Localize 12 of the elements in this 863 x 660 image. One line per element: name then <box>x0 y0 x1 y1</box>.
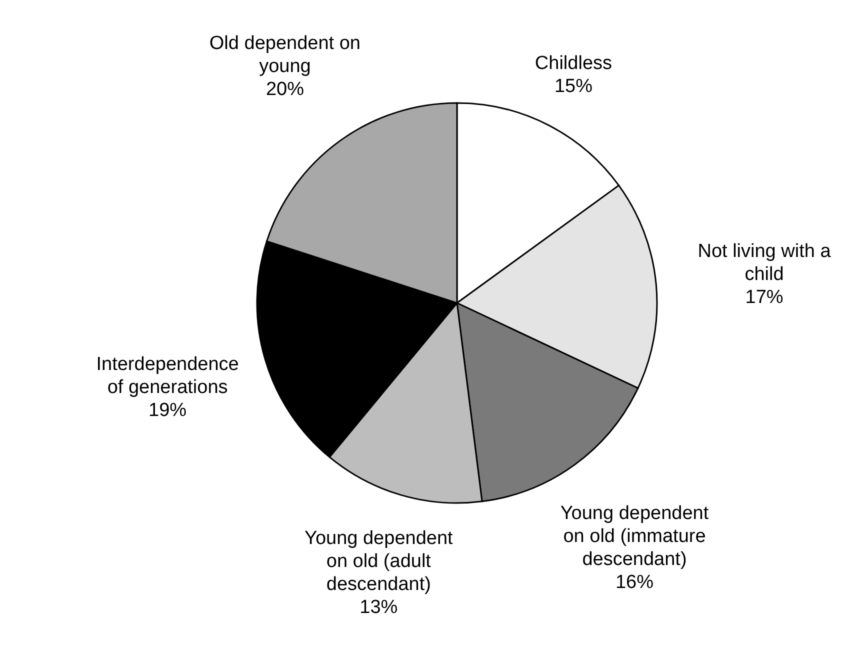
data-label: 19% <box>148 400 187 421</box>
slice-label: Old dependent on young <box>209 32 360 77</box>
slice-label: Not living with a child <box>698 240 832 284</box>
slice-label: Young dependent on old (immature descendant) <box>560 502 710 570</box>
slice-label: Young dependent on old (adult descendant) <box>304 528 454 595</box>
data-label: 13% <box>360 596 398 618</box>
data-label: 15% <box>554 75 593 96</box>
slice-label: Childless <box>534 52 612 74</box>
data-label: 20% <box>266 78 304 100</box>
data-label: 16% <box>615 571 654 592</box>
data-label: 17% <box>745 286 784 308</box>
slice-label: Interdependence of generations <box>96 354 239 398</box>
